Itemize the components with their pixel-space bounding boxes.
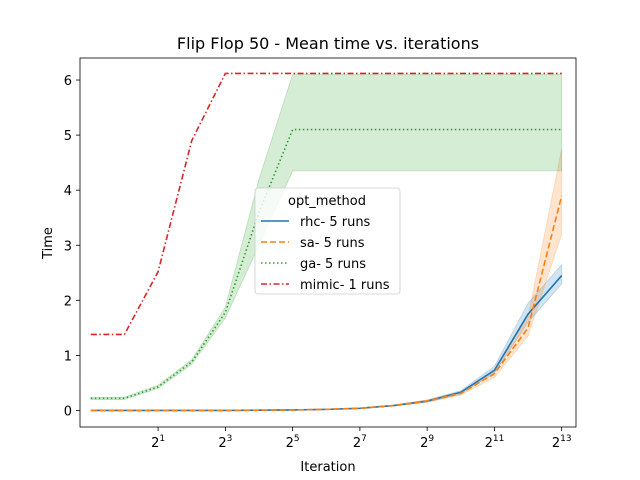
x-tick-label: 25 [286, 434, 300, 451]
series-lines [90, 72, 563, 412]
y-tick-label: 6 [64, 74, 72, 89]
y-axis-label: Time [41, 227, 56, 260]
y-tick-label: 5 [64, 129, 72, 144]
y-tick-label: 2 [64, 294, 72, 309]
line-ga-5-runs [90, 128, 562, 400]
legend-label-sa-5-runs: sa- 5 runs [300, 236, 365, 251]
line-mimic-1-runs [90, 72, 562, 336]
x-tick-label: 29 [420, 434, 434, 451]
y-tick-label: 1 [64, 349, 72, 364]
y-tick-label: 3 [64, 239, 72, 254]
y-tick-label: 0 [64, 404, 72, 419]
plot-area-frame [79, 57, 577, 428]
line-rhc-5-runs [90, 275, 563, 412]
y-tick-label: 4 [64, 184, 72, 199]
chart-title: Flip Flop 50 - Mean time vs. iterations [177, 34, 479, 53]
legend-label-mimic-1-runs: mimic- 1 runs [300, 278, 390, 293]
legend-label-ga-5-runs: ga- 5 runs [300, 257, 366, 272]
x-axis-ticks: 21 23 25 27 29 211 213 [151, 427, 572, 451]
x-tick-label: 23 [218, 434, 232, 451]
legend-title: opt_method [288, 194, 366, 209]
x-tick-label: 27 [353, 434, 367, 451]
line-sa-5-runs [90, 195, 563, 412]
legend-label-rhc-5-runs: rhc- 5 runs [300, 215, 371, 230]
x-axis-label: Iteration [300, 460, 355, 475]
x-tick-label: 211 [485, 434, 505, 451]
band-ga-5-runs [90, 74, 563, 400]
y-axis-ticks: 0 1 2 3 4 5 6 [64, 74, 80, 419]
legend-box [254, 187, 401, 295]
legend: opt_method rhc- 5 runs sa- 5 runs ga- 5 run… [254, 187, 401, 295]
x-tick-label: 21 [151, 434, 165, 451]
x-tick-label: 213 [552, 434, 572, 451]
